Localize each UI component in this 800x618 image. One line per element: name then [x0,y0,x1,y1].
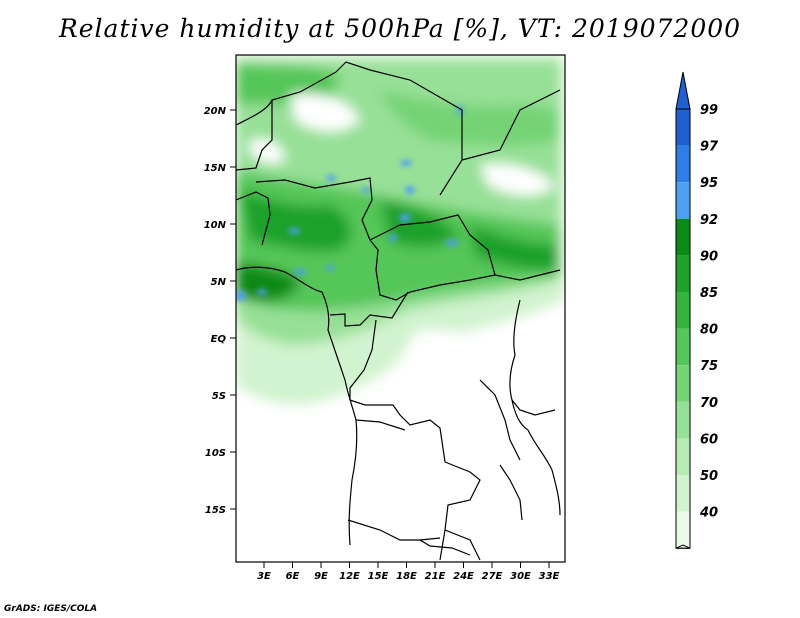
colorbar-segment [676,365,690,402]
lat-tick-label: 15S [205,505,226,516]
colorbar-label: 70 [700,396,718,411]
lon-tick-label: 33E [539,571,560,582]
colorbar-label: 60 [700,432,718,447]
map-frame [235,54,566,563]
colorbar-label: 50 [700,469,718,484]
lat-tick-label: 5S [212,391,226,402]
longitude-axis: 3E 6E 9E 12E 15E 18E 21E 24E 27E 30E 33E [257,562,560,582]
lon-tick-label: 12E [339,571,360,582]
colorbar-label: 90 [700,249,718,264]
colorbar-label: 92 [700,213,718,228]
colorbar-label: 97 [700,140,719,155]
lon-tick-label: 24E [453,571,474,582]
lat-tick-label: 5N [211,277,227,288]
colorbar-frame [675,108,691,549]
colorbar-segment [676,511,690,549]
colorbar-segment [676,109,690,146]
lon-tick-label: 6E [286,571,300,582]
colorbar-top-arrow [675,71,691,110]
lat-tick-label: 15N [204,163,227,174]
lon-tick-label: 3E [257,571,271,582]
colorbar-label: 40 [699,506,718,521]
lat-tick-label: EQ [211,334,227,345]
lon-tick-label: 30E [510,571,531,582]
chart-title: Relative humidity at 500hPa [%], VT: 201… [58,14,742,43]
colorbar-label: 85 [700,286,718,301]
colorbar-segment [676,255,690,292]
colorbar-segment [676,328,690,366]
colorbar-segment [676,475,690,512]
colorbar: 99 97 95 92 90 85 80 75 70 60 50 40 [675,71,719,549]
colorbar-segment [676,182,690,219]
country-borders [236,61,561,561]
colorbar-segment [676,145,690,183]
humidity-field [236,55,565,562]
colorbar-segment [676,438,690,475]
latitude-axis: 20N 15N 10N 5N EQ 5S 10S 15S [204,106,236,516]
lon-tick-label: 18E [396,571,417,582]
colorbar-label: 75 [700,359,718,374]
lat-tick-label: 10N [204,220,227,231]
colorbar-label: 80 [700,323,718,338]
colorbar-segment [676,292,690,329]
lat-tick-label: 10S [205,448,226,459]
grads-credit: GrADS: IGES/COLA [4,604,98,614]
lat-tick-label: 20N [204,106,227,117]
lon-tick-label: 15E [368,571,389,582]
lon-tick-label: 21E [425,571,446,582]
lon-tick-label: 27E [482,571,503,582]
colorbar-label: 99 [700,103,718,118]
colorbar-segment [676,218,690,256]
colorbar-label: 95 [700,176,718,191]
colorbar-segment [676,401,690,439]
lon-tick-label: 9E [314,571,328,582]
